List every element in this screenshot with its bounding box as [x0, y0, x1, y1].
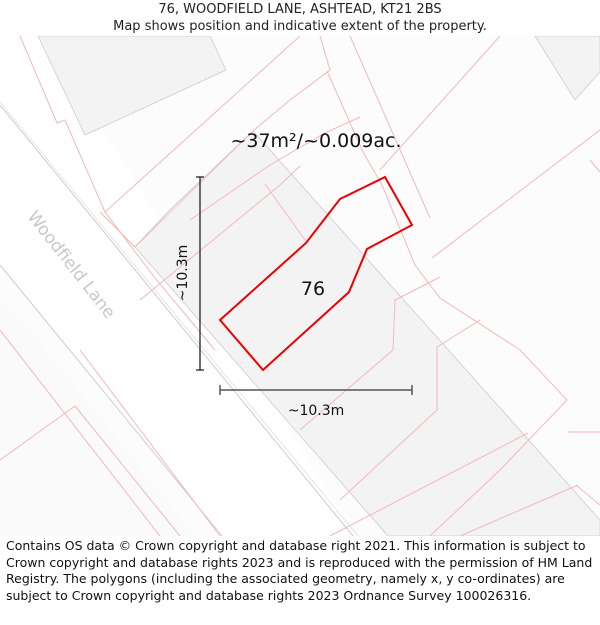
- area-label: ~37m²/~0.009ac.: [230, 130, 401, 152]
- map-header: 76, WOODFIELD LANE, ASHTEAD, KT21 2BS Ma…: [0, 0, 600, 36]
- parcel-boundaries: [0, 36, 600, 536]
- road-edge-north: [0, 104, 354, 536]
- vertical-measure-label: ~10.3m: [175, 245, 191, 302]
- building-top-left: [37, 36, 227, 136]
- map-subtitle: Map shows position and indicative extent…: [113, 19, 487, 34]
- horizontal-measure-label: ~10.3m: [288, 403, 345, 419]
- vertical-measure-bar: [196, 176, 204, 371]
- property-address-title: 76, WOODFIELD LANE, ASHTEAD, KT21 2BS: [158, 2, 442, 17]
- building-top-right: [534, 36, 600, 101]
- property-boundary-76[interactable]: [218, 175, 414, 372]
- road-edge-south: [0, 264, 223, 536]
- map-canvas[interactable]: ~37m²/~0.009ac. 76 Woodfield Lane ~10.3m…: [0, 36, 600, 536]
- pavement-edge: [0, 101, 359, 536]
- copyright-attribution: Contains OS data © Crown copyright and d…: [6, 538, 593, 603]
- plot-number-label: 76: [301, 278, 325, 300]
- building-bottom-left: [0, 300, 195, 536]
- horizontal-measure-bar: [219, 385, 413, 395]
